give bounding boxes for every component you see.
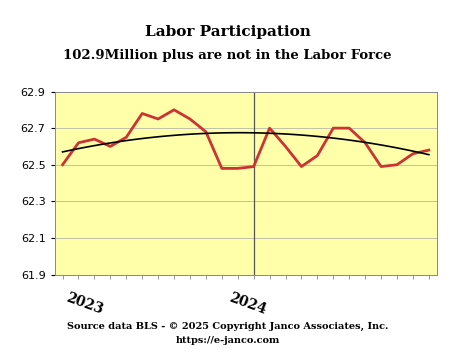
Text: Source data BLS - © 2025 Copyright Janco Associates, Inc.: Source data BLS - © 2025 Copyright Janco… — [67, 322, 388, 331]
Text: 2024: 2024 — [228, 290, 268, 317]
Text: Labor Participation: Labor Participation — [145, 25, 310, 39]
Text: 2023: 2023 — [64, 290, 105, 317]
Text: 102.9Million plus are not in the Labor Force: 102.9Million plus are not in the Labor F… — [63, 49, 392, 62]
Text: https://e-janco.com: https://e-janco.com — [175, 336, 280, 345]
